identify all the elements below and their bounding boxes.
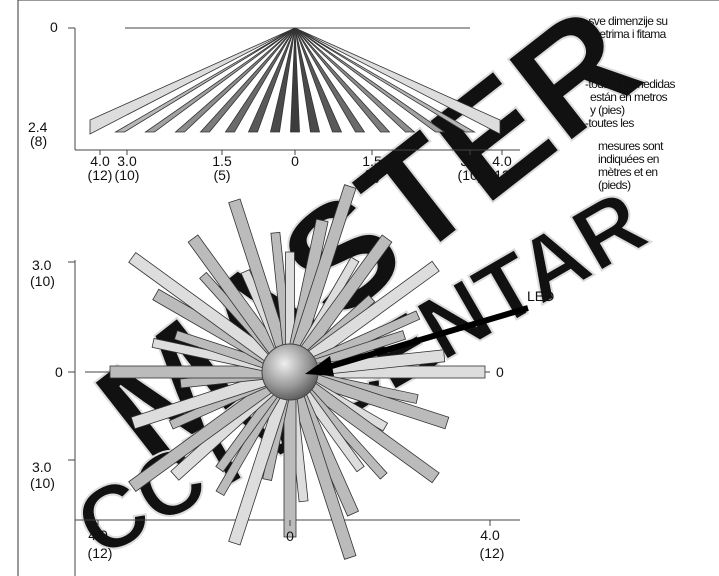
tick-label: 4.0 <box>90 153 110 169</box>
tick-label: (5) <box>213 167 230 183</box>
beam <box>144 27 296 133</box>
tick-label: 1.5 <box>362 153 382 169</box>
tick-label: 4.0 <box>88 527 108 543</box>
beam <box>247 27 296 133</box>
beam <box>269 27 296 133</box>
frame <box>17 0 719 576</box>
beam <box>294 27 366 133</box>
arrow <box>324 305 529 371</box>
beam <box>89 27 296 135</box>
tick-label: 0 <box>286 528 294 544</box>
note: -sve dimenzije su <box>585 14 668 28</box>
beam <box>174 27 296 133</box>
beam <box>199 27 296 133</box>
beam <box>283 396 297 538</box>
tick-label: 1.5 <box>212 153 232 169</box>
note: -toutes les <box>585 116 634 130</box>
arrowhead <box>305 356 334 376</box>
label: (10) <box>30 273 55 289</box>
tick-label: (10) <box>458 167 483 183</box>
label: 2.4 <box>28 119 48 135</box>
beam <box>224 27 296 133</box>
beam <box>294 27 343 133</box>
tick-label: 0 <box>291 153 299 169</box>
label: 3.0 <box>32 257 52 273</box>
beam <box>109 365 266 379</box>
label: 0 <box>50 19 58 35</box>
tick-label: 4.0 <box>492 153 512 169</box>
note: mètres et en <box>598 165 658 179</box>
label: 0 <box>55 364 63 380</box>
tick-label: (12) <box>88 167 113 183</box>
top-pattern <box>109 184 486 560</box>
beam <box>294 27 391 133</box>
led-label: LED <box>527 288 554 304</box>
note: y (pies) <box>590 103 625 117</box>
beam <box>114 27 296 133</box>
note: (pieds) <box>598 178 631 192</box>
note: indiquées en <box>598 152 659 166</box>
beam <box>294 27 501 135</box>
beam <box>294 27 476 133</box>
beam <box>294 27 321 133</box>
label: 0 <box>496 364 504 380</box>
tick-label: (12) <box>88 545 113 561</box>
side-fan <box>89 27 501 135</box>
tick-label: 4.0 <box>480 527 500 543</box>
tick-label: (12) <box>490 167 515 183</box>
label: (8) <box>30 133 47 149</box>
watermark: MASTER CCTV CENTAR <box>59 0 670 576</box>
tick-label: 3.0 <box>460 153 480 169</box>
note: metrima i fitama <box>590 27 667 41</box>
beam <box>294 27 446 133</box>
note: mesures sont <box>598 139 664 153</box>
tick-label: 3.0 <box>117 153 137 169</box>
beam <box>294 27 416 133</box>
label: 3.0 <box>32 459 52 475</box>
note: están en metros <box>590 90 668 104</box>
tick-label: (12) <box>480 545 505 561</box>
beam <box>290 27 300 133</box>
tick-label: (10) <box>115 167 140 183</box>
tick-label: (5) <box>363 167 380 183</box>
note: -todas las medidas <box>585 77 676 91</box>
label: (10) <box>30 475 55 491</box>
